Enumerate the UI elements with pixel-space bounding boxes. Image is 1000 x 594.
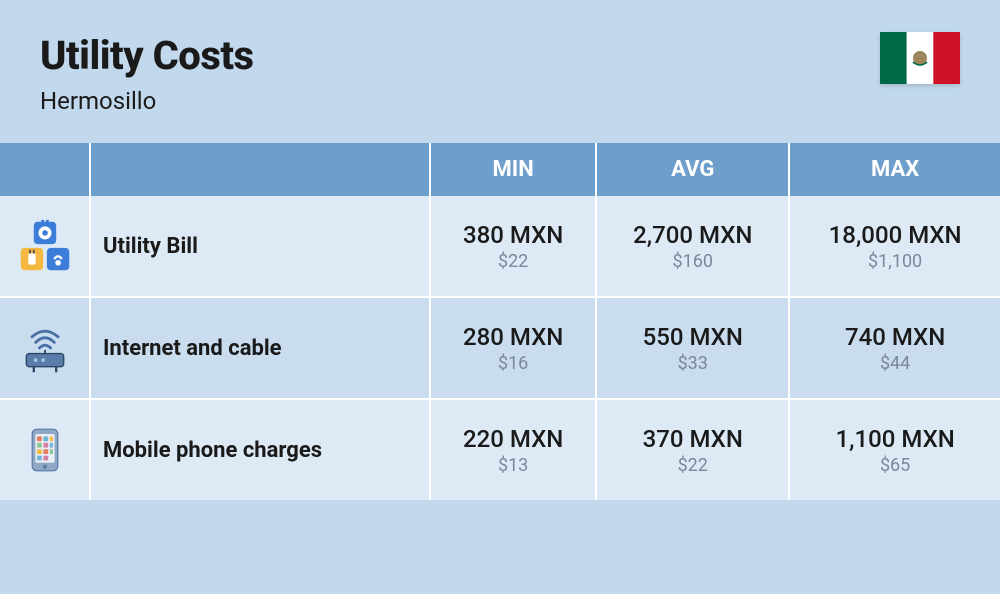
value-mxn: 280 MXN bbox=[439, 323, 587, 351]
col-header-max: MAX bbox=[789, 143, 1000, 196]
row-label: Utility Bill bbox=[90, 196, 430, 297]
value-usd: $22 bbox=[605, 455, 780, 476]
cell-max: 18,000 MXN $1,100 bbox=[789, 196, 1000, 297]
col-header-icon bbox=[0, 143, 90, 196]
row-icon-cell bbox=[0, 297, 90, 399]
table-row: Utility Bill 380 MXN $22 2,700 MXN $160 … bbox=[0, 196, 1000, 297]
row-label: Mobile phone charges bbox=[90, 399, 430, 500]
cell-min: 380 MXN $22 bbox=[430, 196, 596, 297]
table-header-row: MIN AVG MAX bbox=[0, 143, 1000, 196]
cell-min: 280 MXN $16 bbox=[430, 297, 596, 399]
col-header-min: MIN bbox=[430, 143, 596, 196]
value-mxn: 1,100 MXN bbox=[798, 425, 992, 453]
cell-avg: 550 MXN $33 bbox=[596, 297, 789, 399]
value-usd: $1,100 bbox=[798, 251, 992, 272]
cell-max: 740 MXN $44 bbox=[789, 297, 1000, 399]
value-mxn: 2,700 MXN bbox=[605, 221, 780, 249]
value-usd: $22 bbox=[439, 251, 587, 272]
value-mxn: 380 MXN bbox=[439, 221, 587, 249]
page-subtitle: Hermosillo bbox=[40, 87, 960, 115]
costs-table: MIN AVG MAX bbox=[0, 143, 1000, 500]
col-header-label bbox=[90, 143, 430, 196]
row-icon-cell bbox=[0, 196, 90, 297]
value-mxn: 550 MXN bbox=[605, 323, 780, 351]
value-mxn: 370 MXN bbox=[605, 425, 780, 453]
value-mxn: 18,000 MXN bbox=[798, 221, 992, 249]
mexico-flag-icon bbox=[880, 32, 960, 84]
page-title: Utility Costs bbox=[40, 32, 960, 79]
col-header-avg: AVG bbox=[596, 143, 789, 196]
table-row: Internet and cable 280 MXN $16 550 MXN $… bbox=[0, 297, 1000, 399]
value-mxn: 740 MXN bbox=[798, 323, 992, 351]
value-usd: $160 bbox=[605, 251, 780, 272]
value-usd: $65 bbox=[798, 455, 992, 476]
value-usd: $16 bbox=[439, 353, 587, 374]
row-icon-cell bbox=[0, 399, 90, 500]
value-usd: $33 bbox=[605, 353, 780, 374]
cell-avg: 370 MXN $22 bbox=[596, 399, 789, 500]
header: Utility Costs Hermosillo bbox=[0, 0, 1000, 143]
internet-icon bbox=[15, 318, 75, 378]
row-label: Internet and cable bbox=[90, 297, 430, 399]
cell-max: 1,100 MXN $65 bbox=[789, 399, 1000, 500]
cell-avg: 2,700 MXN $160 bbox=[596, 196, 789, 297]
mobile-icon bbox=[15, 420, 75, 480]
table-row: Mobile phone charges 220 MXN $13 370 MXN… bbox=[0, 399, 1000, 500]
cell-min: 220 MXN $13 bbox=[430, 399, 596, 500]
value-mxn: 220 MXN bbox=[439, 425, 587, 453]
utility-icon bbox=[15, 216, 75, 276]
value-usd: $44 bbox=[798, 353, 992, 374]
value-usd: $13 bbox=[439, 455, 587, 476]
